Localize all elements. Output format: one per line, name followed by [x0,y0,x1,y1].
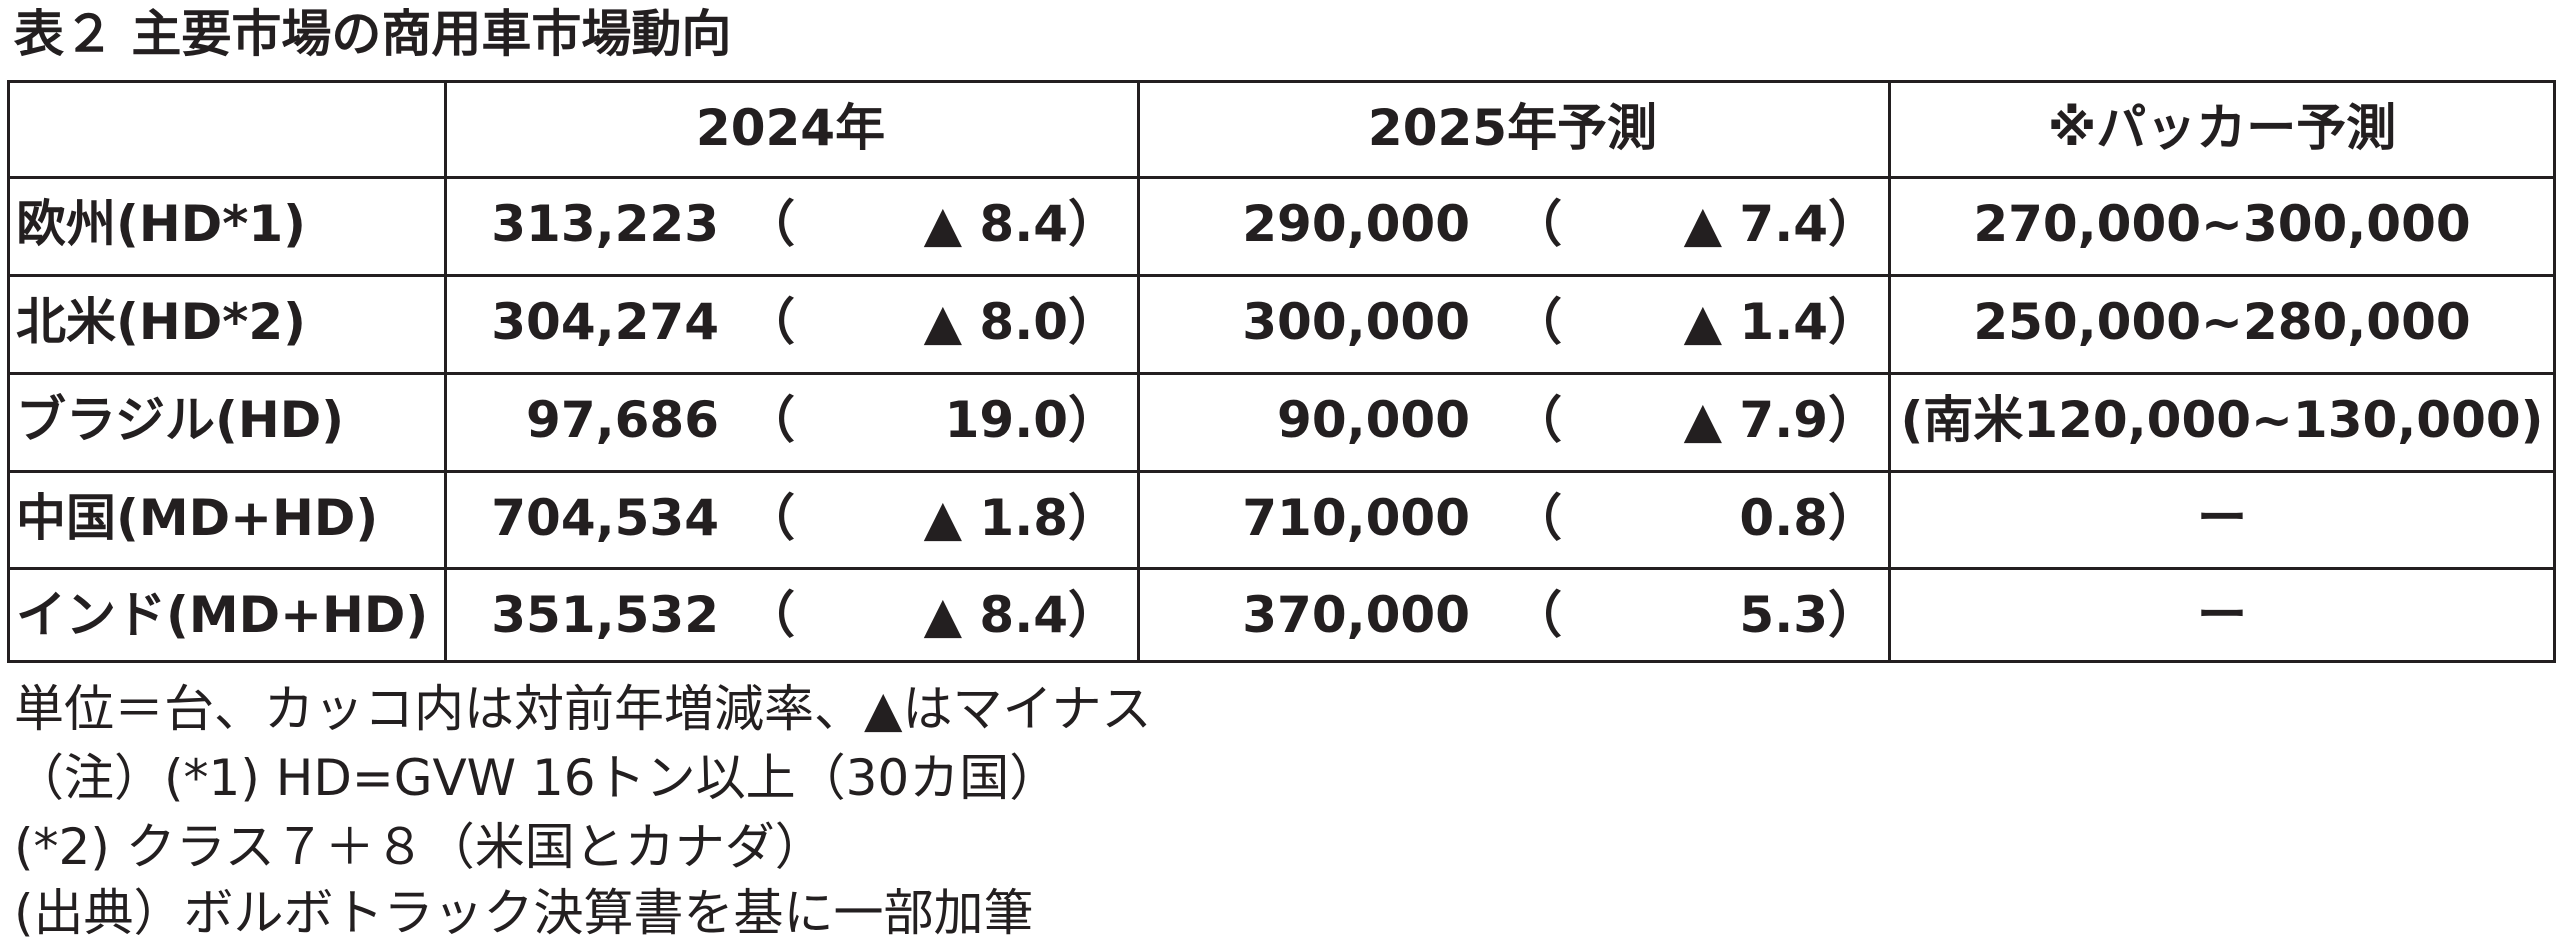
paren-open: （ [1512,293,1562,351]
note: 単位＝台、カッコ内は対前年増減率、▲はマイナス [14,680,1152,738]
paren-close: ） [1068,489,1118,547]
header-cell: 2024年 [695,99,886,157]
row-line [7,372,2556,375]
paren-open: （ [745,489,795,547]
paren-open: （ [1512,489,1562,547]
change-2024: ▲ 1.8 [923,489,1068,547]
value-2024: 304,274 [491,293,719,351]
paren-open: （ [745,586,795,644]
value-2025: 710,000 [1242,489,1470,547]
paren-open: （ [745,391,795,449]
paren-close: ） [1828,293,1878,351]
note: （注）(*1) HD=GVW 16トン以上（30カ国） [14,749,1060,807]
column-line [444,80,447,663]
change-2024: 19.0 [944,391,1068,449]
row-line [7,176,2556,179]
paren-close: ） [1828,391,1878,449]
paren-open: （ [1512,391,1562,449]
value-2024: 313,223 [491,195,719,253]
paren-close: ） [1828,489,1878,547]
packer-forecast: 270,000~300,000 [1973,195,2471,253]
header-cell [7,80,444,176]
region: ブラジル(HD) [16,391,345,449]
value-2024: 704,534 [491,489,719,547]
change-2025: ▲ 1.4 [1683,293,1828,351]
column-line [1888,80,1891,663]
change-2024: ▲ 8.4 [923,195,1068,253]
paren-close: ） [1068,586,1118,644]
paren-close: ） [1828,586,1878,644]
region: 北米(HD*2) [16,293,306,351]
value-2025: 290,000 [1242,195,1470,253]
change-2024: ▲ 8.0 [923,293,1068,351]
row-line [7,567,2556,570]
packer-forecast: ー [2197,489,2247,547]
header-cell: 2025年予測 [1367,99,1658,157]
packer-forecast: 250,000~280,000 [1973,293,2471,351]
paren-close: ） [1068,293,1118,351]
change-2024: ▲ 8.4 [923,586,1068,644]
change-2025: ▲ 7.9 [1683,391,1828,449]
paren-close: ） [1068,391,1118,449]
paren-open: （ [1512,195,1562,253]
title: 表２ 主要市場の商用車市場動向 [14,5,732,63]
value-2024: 97,686 [526,391,719,449]
change-2025: 0.8 [1739,489,1828,547]
row-line [7,274,2556,277]
packer-forecast: ー [2197,586,2247,644]
packer-forecast: (南米120,000~130,000) [1900,391,2544,449]
table-frame [7,80,2556,663]
paren-close: ） [1068,195,1118,253]
region: 中国(MD+HD) [16,489,379,547]
change-2025: 5.3 [1739,586,1828,644]
paren-open: （ [745,195,795,253]
paren-close: ） [1828,195,1878,253]
paren-open: （ [1512,586,1562,644]
note: (*2) クラス７＋８（米国とカナダ） [14,818,825,876]
value-2025: 300,000 [1242,293,1470,351]
value-2024: 351,532 [491,586,719,644]
note: (出典）ボルボトラック決算書を基に一部加筆 [14,884,1034,942]
row-line [7,470,2556,473]
header-cell: ※パッカー予測 [2047,99,2397,157]
region: インド(MD+HD) [16,586,429,644]
value-2025: 370,000 [1242,586,1470,644]
region: 欧州(HD*1) [16,195,306,253]
paren-open: （ [745,293,795,351]
change-2025: ▲ 7.4 [1683,195,1828,253]
value-2025: 90,000 [1277,391,1470,449]
column-line [1137,80,1140,663]
